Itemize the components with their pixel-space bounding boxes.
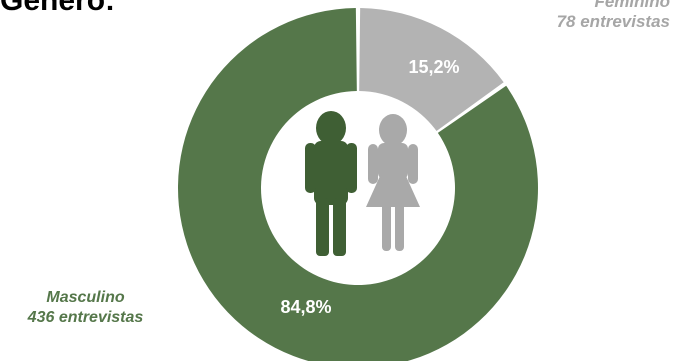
value-label-masculino: 84,8% [280,297,331,317]
legend-male: Masculino 436 entrevistas [0,288,171,328]
center-icons [305,111,420,256]
donut-value-labels: 15,2% 84,8% [280,57,459,317]
man-icon [305,111,357,256]
woman-icon [366,114,420,251]
legend-female: Feminino 78 entrevistas [557,0,670,32]
slice-feminino [359,8,504,132]
value-label-feminino: 15,2% [408,57,459,77]
legend-male-count: 436 entrevistas [27,309,144,326]
slice-masculino [178,8,538,361]
chart-title: Gênero: [0,0,116,17]
legend-female-count: 78 entrevistas [556,12,670,31]
legend-female-label: Feminino [594,0,670,11]
donut-slices [178,8,538,361]
legend-male-label: Masculino [46,289,125,306]
